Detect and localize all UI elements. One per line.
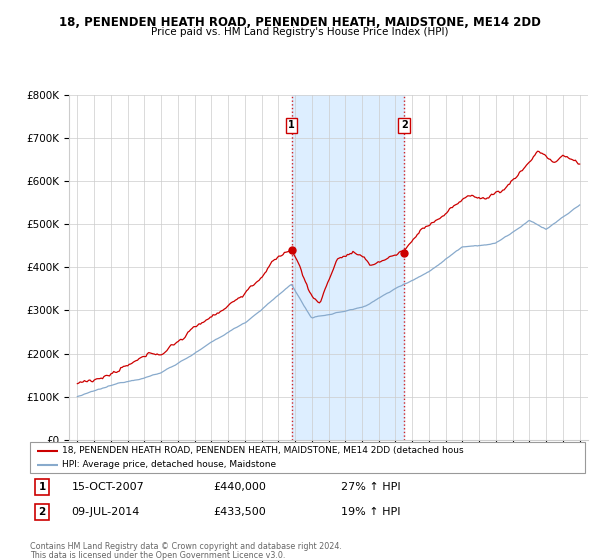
Text: 19% ↑ HPI: 19% ↑ HPI bbox=[341, 507, 400, 517]
Text: £440,000: £440,000 bbox=[213, 482, 266, 492]
Text: £433,500: £433,500 bbox=[213, 507, 266, 517]
Text: Price paid vs. HM Land Registry's House Price Index (HPI): Price paid vs. HM Land Registry's House … bbox=[151, 27, 449, 37]
Text: 09-JUL-2014: 09-JUL-2014 bbox=[71, 507, 140, 517]
Text: 1: 1 bbox=[288, 120, 295, 130]
Text: HPI: Average price, detached house, Maidstone: HPI: Average price, detached house, Maid… bbox=[62, 460, 277, 469]
Text: This data is licensed under the Open Government Licence v3.0.: This data is licensed under the Open Gov… bbox=[30, 551, 286, 560]
Text: Contains HM Land Registry data © Crown copyright and database right 2024.: Contains HM Land Registry data © Crown c… bbox=[30, 542, 342, 550]
Text: 2: 2 bbox=[38, 507, 46, 517]
Text: 18, PENENDEN HEATH ROAD, PENENDEN HEATH, MAIDSTONE, ME14 2DD (detached hous: 18, PENENDEN HEATH ROAD, PENENDEN HEATH,… bbox=[62, 446, 464, 455]
Text: 15-OCT-2007: 15-OCT-2007 bbox=[71, 482, 145, 492]
Text: 1: 1 bbox=[38, 482, 46, 492]
Text: 18, PENENDEN HEATH ROAD, PENENDEN HEATH, MAIDSTONE, ME14 2DD: 18, PENENDEN HEATH ROAD, PENENDEN HEATH,… bbox=[59, 16, 541, 29]
FancyBboxPatch shape bbox=[30, 442, 585, 473]
Bar bbox=[292, 95, 404, 440]
Text: 2: 2 bbox=[401, 120, 407, 130]
Text: 27% ↑ HPI: 27% ↑ HPI bbox=[341, 482, 400, 492]
